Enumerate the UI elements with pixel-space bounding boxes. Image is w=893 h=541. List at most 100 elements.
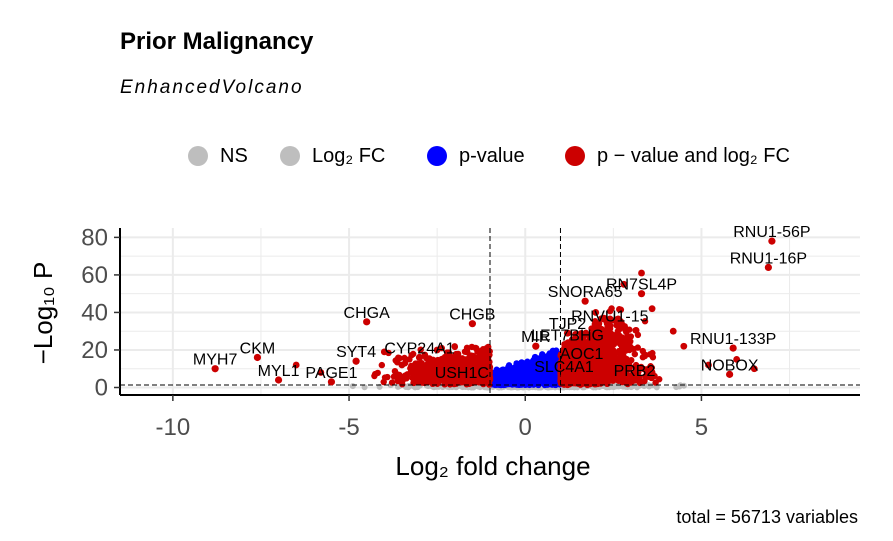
pvalue-point: [509, 371, 517, 378]
significant-point: [406, 356, 413, 363]
ns-point: [680, 382, 687, 389]
significant-point: [649, 349, 656, 357]
gene-label: TJP2: [549, 316, 586, 333]
ns-point: [646, 383, 653, 390]
pvalue-point: [514, 375, 521, 382]
pvalue-point: [544, 354, 552, 361]
legend-label-pvalue-and-log2fc: p − value and log₂ FC: [597, 144, 790, 167]
significant-point: [750, 365, 758, 373]
labeled-point: [363, 318, 371, 326]
pvalue-point: [500, 371, 507, 378]
significant-point: [566, 369, 573, 376]
significant-point: [632, 327, 639, 334]
significant-point: [579, 352, 586, 359]
x-tick-label: 0: [519, 414, 532, 441]
significant-point: [733, 355, 741, 363]
gene-label: LET7BHG: [531, 327, 604, 344]
significant-point: [620, 368, 628, 376]
significant-point: [631, 350, 639, 358]
significant-point: [591, 338, 599, 345]
pvalue-point: [548, 363, 555, 370]
x-axis-title: Log₂ fold change: [395, 451, 590, 481]
significant-point: [451, 343, 459, 351]
significant-point: [634, 344, 641, 351]
gene-label: MIR: [521, 329, 550, 346]
significant-point: [392, 357, 399, 364]
pvalue-point: [505, 364, 512, 371]
significant-point: [594, 320, 602, 327]
significant-point: [614, 358, 621, 365]
significant-point: [623, 335, 630, 343]
significant-point: [443, 372, 451, 380]
significant-point: [615, 339, 623, 347]
labeled-point: [274, 376, 283, 384]
gene-label: CHGB: [449, 307, 495, 324]
gene-label: RNVU1-15: [571, 309, 648, 326]
y-tick-label: 60: [81, 262, 108, 289]
significant-point: [317, 369, 325, 376]
significant-point: [592, 309, 600, 316]
legend-item-pvalue-and-log2fc: p − value and log₂ FC: [565, 142, 790, 170]
significant-point: [596, 329, 603, 336]
gene-label: CKM: [240, 340, 276, 357]
significant-point: [584, 379, 592, 387]
significant-point: [453, 359, 460, 367]
highlighted-points: [211, 237, 776, 386]
significant-point: [590, 326, 598, 333]
significant-point: [449, 374, 457, 381]
significant-point: [614, 333, 621, 340]
significant-point: [388, 379, 396, 386]
legend-item-log2fc: Log₂ FC: [280, 142, 385, 170]
legend-swatch-ns: [188, 146, 208, 166]
legend-swatch-pvalue-and-log2fc: [565, 146, 585, 166]
significant-point: [586, 337, 593, 344]
significant-point: [581, 368, 589, 376]
significant-point: [467, 361, 475, 368]
y-tick-label: 20: [81, 337, 108, 364]
labeled-point: [468, 320, 476, 328]
labeled-point: [560, 372, 568, 380]
significant-point: [445, 349, 453, 356]
significant-point: [601, 347, 608, 354]
pvalue-point: [550, 379, 557, 387]
significant-point: [397, 374, 405, 381]
significant-point: [597, 366, 604, 373]
legend-swatch-pvalue: [427, 146, 447, 166]
gene-label: RNU1-16P: [730, 250, 807, 267]
gene-label: SNORA65: [548, 284, 623, 301]
significant-point: [610, 340, 618, 348]
significant-point: [592, 351, 600, 358]
ns-point: [349, 383, 356, 390]
labeled-point: [563, 340, 572, 348]
pvalue-point: [523, 373, 531, 380]
labeled-point: [606, 321, 614, 330]
x-tick-label: 5: [695, 414, 708, 441]
significant-point: [601, 369, 608, 377]
labeled-point: [581, 297, 589, 305]
y-tick-label: 0: [95, 374, 108, 401]
significant-point: [576, 369, 584, 377]
significant-point: [557, 360, 565, 367]
significant-point: [652, 379, 659, 386]
significant-point: [380, 348, 388, 356]
significant-point: [606, 373, 614, 381]
pvalue-point: [526, 363, 534, 370]
significant-point: [372, 370, 379, 378]
significant-point: [565, 351, 573, 358]
labeled-point: [764, 263, 772, 272]
gene-label: MYH7: [193, 352, 238, 369]
labeled-point: [327, 378, 336, 386]
significant-point: [378, 361, 386, 369]
pvalue-point: [539, 351, 546, 358]
significant-point: [571, 346, 578, 353]
significant-point: [432, 377, 439, 384]
labeled-point: [352, 357, 360, 365]
significant-point: [581, 339, 588, 346]
ns-point: [361, 384, 368, 391]
labeled-point: [253, 353, 262, 362]
pvalue-point: [550, 372, 558, 379]
labeled-point: [726, 370, 734, 378]
gene-label: CYP24A1: [384, 340, 454, 357]
